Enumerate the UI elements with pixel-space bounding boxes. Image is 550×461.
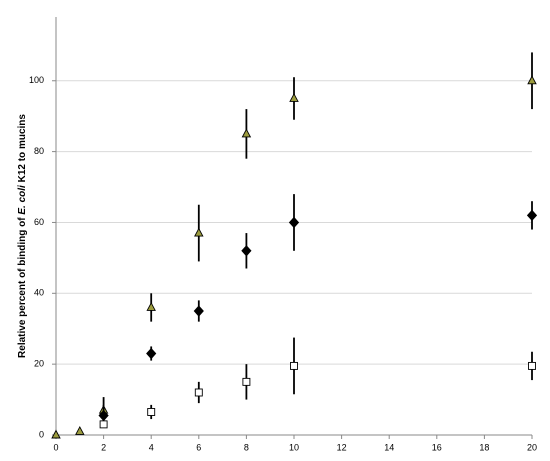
y-axis-label-part: Relative percent of binding of [17, 215, 28, 358]
marker [146, 302, 156, 311]
marker [147, 408, 156, 416]
marker [527, 75, 537, 85]
x-tick-label: 18 [479, 442, 489, 452]
y-tick-label: 100 [29, 75, 44, 85]
y-tick-label: 40 [34, 288, 44, 298]
marker [526, 209, 538, 222]
x-tick-label: 12 [337, 442, 347, 452]
marker [290, 361, 298, 370]
marker [146, 347, 157, 360]
y-tick-label: 0 [39, 429, 44, 439]
x-tick-label: 14 [384, 442, 394, 452]
marker [75, 426, 85, 435]
x-tick-label: 4 [149, 442, 154, 452]
x-tick-label: 8 [244, 442, 249, 452]
x-tick-label: 0 [53, 442, 58, 452]
marker [528, 361, 536, 370]
marker [193, 305, 204, 317]
y-tick-label: 80 [34, 146, 44, 156]
marker [289, 93, 299, 102]
y-axis-label-part: E. coli [17, 185, 28, 215]
x-tick-label: 20 [527, 442, 537, 452]
marker [242, 377, 251, 386]
x-tick-label: 10 [289, 442, 299, 452]
marker [194, 388, 203, 397]
y-tick-label: 20 [34, 359, 44, 369]
x-tick-label: 2 [101, 442, 106, 452]
x-tick-label: 16 [432, 442, 442, 452]
y-axis-label: Relative percent of binding of E. coli K… [17, 114, 28, 358]
marker [241, 128, 252, 138]
marker [51, 429, 61, 439]
y-tick-label: 60 [34, 217, 44, 227]
x-tick-label: 6 [196, 442, 201, 452]
marker [194, 227, 204, 237]
marker [288, 216, 300, 229]
y-axis-label-part: K12 to mucins [17, 114, 28, 186]
marker [241, 245, 252, 257]
marker [99, 420, 108, 429]
